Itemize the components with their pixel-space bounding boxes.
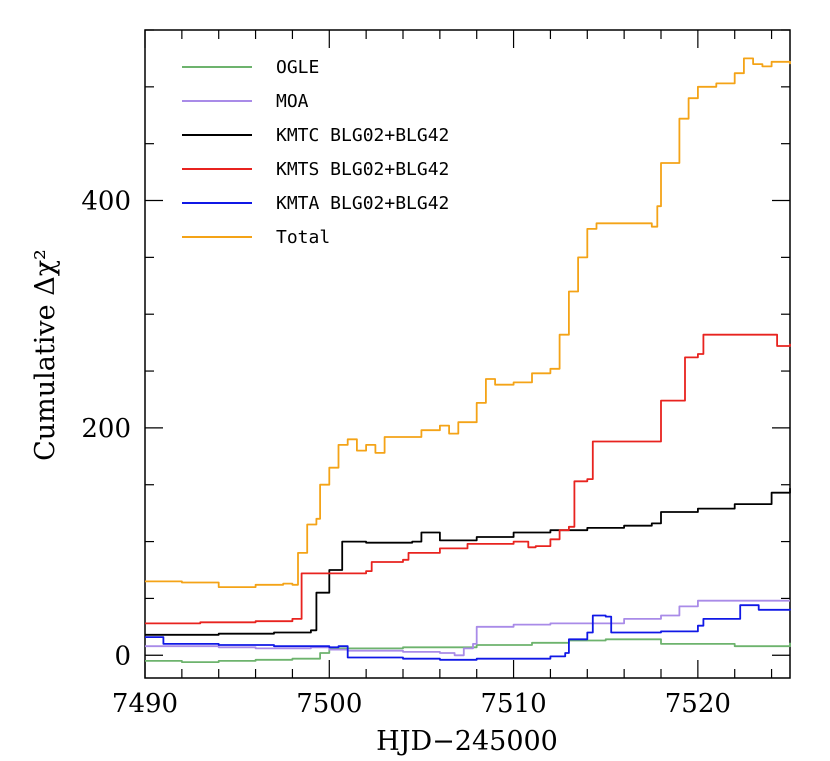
axis-ticks [144,29,790,678]
legend: OGLE MOA KMTC BLG02+BLG42 KMTS BLG02+BLG42 K… [182,57,449,248]
y-tick-label: 200 [81,414,131,444]
series-line-kmtc-blg02-blg42 [145,488,791,636]
series-line-ogle [145,638,791,663]
plot-frame [144,29,791,679]
tick-labels: 7490 7500 7510 7520 0 200 400 [81,187,731,719]
legend-label: KMTA BLG02+BLG42 [276,193,449,214]
x-tick-label: 7500 [296,689,362,719]
series-line-total [145,57,791,588]
legend-label: KMTC BLG02+BLG42 [276,125,449,146]
x-tick-label: 7510 [480,689,546,719]
y-tick-label: 400 [81,187,131,217]
legend-label: OGLE [276,57,319,78]
legend-label: MOA [276,91,309,112]
series-line-kmts-blg02-blg42 [145,333,791,625]
legend-label: Total [276,227,330,248]
x-tick-label: 7520 [665,689,731,719]
y-axis-title: Cumulative Δχ² [30,249,61,461]
series-line-kmta-blg02-blg42 [145,604,791,661]
x-tick-label: 7490 [112,689,178,719]
series-line-moa [145,599,790,657]
x-axis-title: HJD−245000 [376,726,558,757]
legend-label: KMTS BLG02+BLG42 [276,159,449,180]
series-lines [145,57,791,663]
y-tick-label: 0 [114,641,131,671]
